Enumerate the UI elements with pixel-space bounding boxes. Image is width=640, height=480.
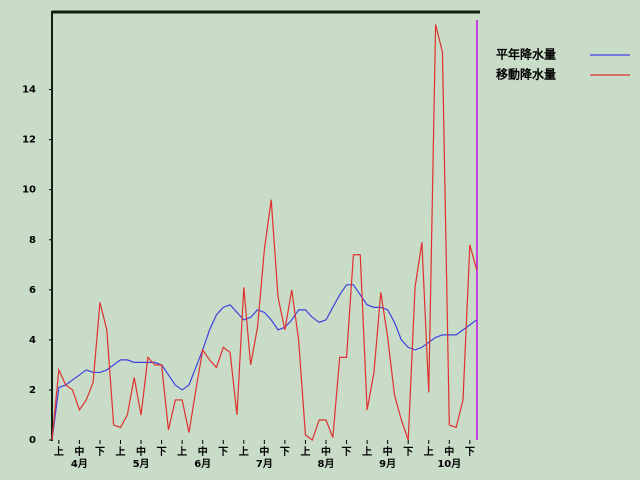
y-tick-label: 8 [29,235,36,246]
y-tick-label: 10 [22,185,36,196]
series-line [51,24,478,441]
y-tick-label: 14 [22,85,36,96]
x-tick-label: 上 [177,445,187,458]
y-tick-label: 4 [29,335,36,346]
x-tick-label: 下 [342,446,352,458]
x-tick-label: 上 [424,445,434,458]
x-tick-label: 下 [95,446,105,458]
x-tick-label: 下 [218,446,228,458]
x-tick-label: 上 [362,445,372,458]
y-tick-label: 6 [29,285,36,296]
x-tick-label: 中 [383,445,393,458]
month-label: 7月 [256,458,273,470]
series-line [51,284,478,441]
month-label: 4月 [71,458,88,470]
y-tick-label: 2 [29,385,36,396]
x-tick-label: 下 [403,446,413,458]
x-tick-label: 上 [116,445,126,458]
x-tick-label: 中 [259,445,269,458]
x-tick-label: 中 [321,445,331,458]
x-tick-label: 上 [300,445,310,458]
legend-label: 移動降水量 [496,67,556,82]
x-tick-label: 上 [239,445,249,458]
x-tick-label: 中 [198,445,208,458]
month-label: 9月 [379,458,396,470]
legend-label: 平年降水量 [496,47,556,62]
month-label: 6月 [194,458,211,470]
x-tick-label: 中 [136,445,146,458]
x-tick-label: 下 [465,446,475,458]
month-label: 8月 [318,458,335,470]
x-tick-label: 下 [157,446,167,458]
x-tick-label: 上 [54,445,64,458]
month-label: 5月 [133,458,150,470]
y-tick-label: 12 [22,135,36,146]
x-tick-label: 中 [444,445,454,458]
x-tick-label: 中 [74,445,84,458]
x-tick-label: 下 [280,446,290,458]
month-label: 10月 [437,458,461,470]
y-tick-label: 0 [29,435,36,446]
